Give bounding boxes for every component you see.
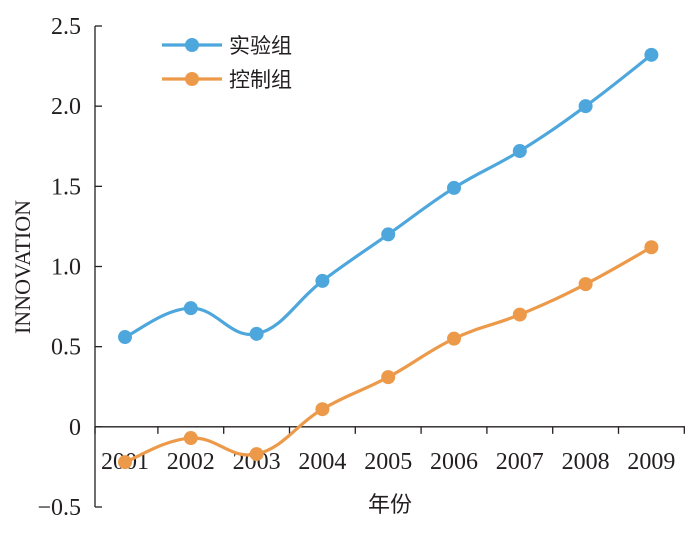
x-tick-label: 2004 — [298, 449, 346, 475]
y-tick-label: 2.0 — [51, 94, 81, 120]
series-1-point — [118, 330, 132, 345]
series-1-point — [381, 227, 396, 242]
x-tick-label: 2006 — [430, 449, 478, 475]
series-2-point — [249, 447, 264, 462]
series-2-point — [118, 455, 132, 470]
series-1 — [118, 47, 659, 345]
series-1-point — [578, 99, 593, 114]
series-2-point — [315, 402, 330, 417]
series-1-point — [315, 273, 330, 288]
x-axis-title: 年份 — [368, 493, 412, 518]
series-2-point — [578, 277, 593, 292]
series-2-point — [381, 370, 396, 385]
x-tick-label: 2002 — [167, 449, 215, 475]
series-1-point — [447, 180, 461, 195]
legend-swatch-marker — [185, 72, 199, 86]
legend-item-1: 实验组 — [162, 34, 292, 58]
x-tick-label: 2007 — [496, 449, 544, 475]
y-tick-label: 1.5 — [51, 174, 81, 200]
series-1-line — [123, 53, 653, 339]
series-2-point — [447, 331, 461, 346]
series-1-point — [644, 47, 659, 62]
series-1-point — [512, 144, 527, 159]
legend-swatch-marker — [185, 38, 199, 52]
series-2 — [118, 240, 659, 470]
y-tick-label: 0.5 — [51, 335, 81, 361]
series-2-point — [644, 240, 659, 255]
series-2-line — [123, 245, 653, 464]
series-layer — [118, 47, 659, 470]
y-tick-label: −0.5 — [37, 495, 81, 521]
y-axis-title: INNOVATION — [10, 200, 35, 334]
y-tick-label: 2.5 — [51, 14, 81, 40]
x-tick-label: 2008 — [562, 449, 610, 475]
y-tick-label: 1.0 — [51, 255, 81, 281]
series-2-point — [512, 307, 527, 322]
legend-label: 控制组 — [229, 68, 292, 92]
series-2-point — [183, 431, 198, 446]
y-tick-label: 0 — [69, 415, 81, 441]
x-tick-label: 2009 — [627, 449, 675, 475]
series-1-point — [183, 301, 198, 316]
series-1-point — [249, 326, 264, 341]
axes: −0.500.51.01.52.02.520012002200320042005… — [37, 14, 685, 521]
legend-item-2: 控制组 — [162, 68, 292, 92]
x-tick-label: 2005 — [364, 449, 412, 475]
legend-label: 实验组 — [229, 34, 292, 58]
